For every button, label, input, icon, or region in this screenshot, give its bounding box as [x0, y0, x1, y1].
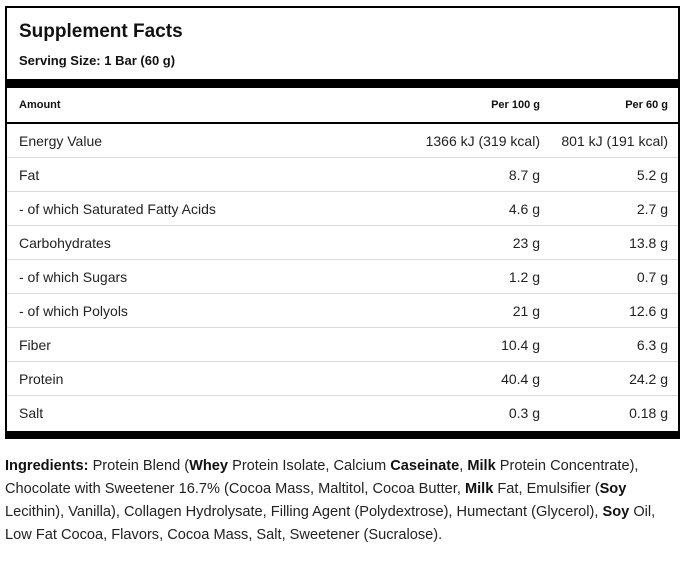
nutrient-name: Salt [19, 405, 44, 421]
ingredient-text: Protein Blend ( [88, 458, 190, 474]
table-row: Protein 40.4 g 24.2 g [7, 362, 678, 396]
per-serving-value: 13.8 g [629, 235, 668, 251]
table-row: Energy Value 1366 kJ (319 kcal) 801 kJ (19… [7, 124, 678, 158]
nutrient-name: - of which Saturated Fatty Acids [19, 201, 216, 217]
per-100g-value: 0.3 g [508, 405, 540, 421]
ingredient-emphasis: Milk [467, 458, 496, 474]
nutrient-name: - of which Polyols [19, 303, 128, 319]
table-row: - of which Sugars 1.2 g 0.7 g [7, 260, 678, 294]
ingredient-text: Protein Concentrate), Chocolate with Swe… [5, 458, 639, 497]
table-row: - of which Polyols 21 g 12.6 g [7, 294, 678, 328]
supplement-facts-panel: Supplement Facts Serving Size: 1 Bar (60… [5, 6, 680, 439]
per-100g-value: 1366 kJ (319 kcal) [425, 133, 540, 149]
per-100g-value: 8.7 g [508, 167, 540, 183]
per-serving-value: 5.2 g [636, 167, 668, 183]
top-thick-divider [7, 79, 678, 88]
header-divider [7, 122, 678, 124]
per-serving-value: 24.2 g [629, 371, 668, 387]
table-row: Salt 0.3 g 0.18 g [7, 396, 678, 430]
per-serving-value: 6.3 g [636, 337, 668, 353]
ingredient-text: Oil, Low Fat Cocoa, Flavors, Cocoa Mass,… [5, 504, 656, 543]
ingredient-emphasis: Caseinate [390, 458, 460, 474]
column-header-per-serving: Per 60 g [625, 99, 668, 111]
per-100g-value: 40.4 g [501, 371, 540, 387]
serving-size: Serving Size: 1 Bar (60 g) [19, 53, 176, 68]
ingredient-emphasis: Ingredients: [5, 458, 89, 474]
nutrient-name: Fiber [19, 337, 51, 353]
per-100g-value: 4.6 g [508, 201, 540, 217]
panel-title: Supplement Facts [19, 21, 183, 42]
table-row: Fiber 10.4 g 6.3 g [7, 328, 678, 362]
ingredient-text: Fat, Emulsifier ( [493, 481, 600, 497]
per-serving-value: 801 kJ (191 kcal) [561, 133, 668, 149]
nutrient-name: Fat [19, 167, 40, 183]
ingredient-emphasis: Whey [189, 458, 229, 474]
table-row: - of which Saturated Fatty Acids 4.6 g 2.7… [7, 192, 678, 226]
per-100g-value: 21 g [512, 303, 540, 319]
nutrient-name: Protein [19, 371, 64, 387]
bottom-thick-divider [7, 431, 678, 437]
nutrient-rows: Energy Value 1366 kJ (319 kcal) 801 kJ (19… [7, 124, 678, 430]
ingredient-emphasis: Soy [602, 504, 630, 520]
table-row: Carbohydrates 23 g 13.8 g [7, 226, 678, 260]
per-serving-value: 2.7 g [636, 201, 668, 217]
ingredient-text: Protein Isolate, Calcium [228, 458, 391, 474]
column-header-per-100g: Per 100 g [491, 99, 540, 111]
column-header-amount: Amount [19, 99, 61, 111]
nutrient-name: Energy Value [19, 133, 103, 149]
ingredient-emphasis: Soy [599, 481, 627, 497]
table-header: Amount Per 100 g Per 60 g [7, 88, 678, 122]
per-serving-value: 0.7 g [636, 269, 668, 285]
per-serving-value: 12.6 g [629, 303, 668, 319]
nutrient-name: - of which Sugars [19, 269, 128, 285]
ingredient-emphasis: Milk [464, 481, 494, 497]
nutrient-name: Carbohydrates [19, 235, 111, 251]
per-100g-value: 1.2 g [508, 269, 540, 285]
per-serving-value: 0.18 g [629, 405, 668, 421]
ingredient-text: , [459, 458, 468, 474]
table-row: Fat 8.7 g 5.2 g [7, 158, 678, 192]
per-100g-value: 10.4 g [501, 337, 540, 353]
ingredients-text: Ingredients: Protein Blend (Whey Protein… [5, 455, 685, 547]
ingredient-text: Lecithin), Vanilla), Collagen Hydrolysat… [5, 504, 603, 520]
per-100g-value: 23 g [512, 235, 540, 251]
